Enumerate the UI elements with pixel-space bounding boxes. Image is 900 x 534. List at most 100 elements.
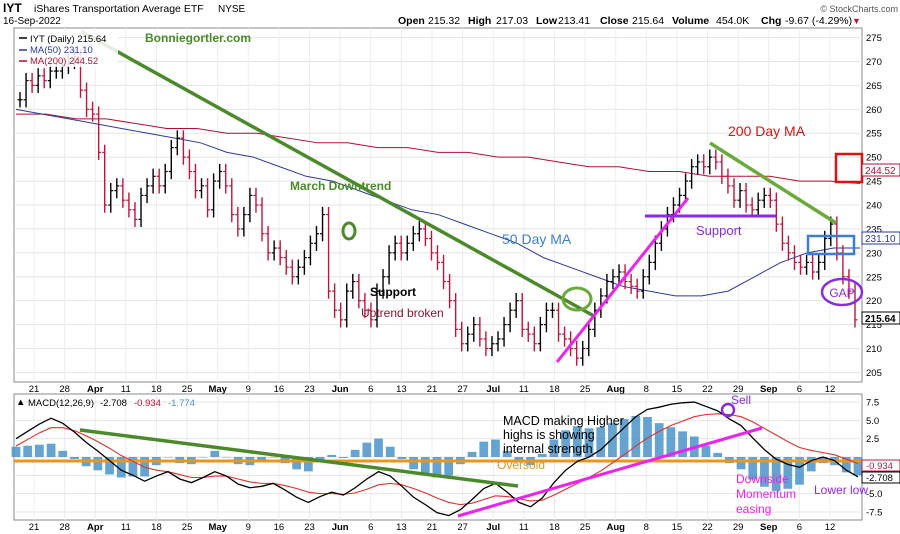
macd-x-tick-label: 22 — [702, 522, 713, 533]
price-bar — [465, 326, 471, 352]
macd-x-tick-label: 25 — [182, 522, 193, 533]
price-x-tick-label: 27 — [457, 384, 468, 395]
price-bar — [749, 197, 755, 218]
price-bar — [695, 154, 701, 175]
price-x-tick-label: Apr — [87, 384, 104, 395]
price-x-tick-label: 13 — [396, 384, 407, 395]
macd-text-line1: MACD making Higher — [503, 414, 624, 428]
price-gridlines — [14, 28, 862, 382]
price-bar — [519, 293, 525, 338]
price-bar — [428, 230, 434, 261]
macd-histogram-bar — [93, 457, 103, 471]
price-bar — [108, 182, 114, 213]
price-x-tick-label: Jul — [486, 384, 500, 395]
price-x-tick-label: 25 — [580, 384, 591, 395]
macd-histogram-bar — [58, 450, 68, 457]
price-bar — [332, 283, 338, 318]
macd-histogram-bar — [760, 457, 769, 487]
macd-histogram-bar — [420, 457, 430, 474]
price-bar — [235, 206, 241, 237]
macd-histogram-bar — [748, 457, 758, 480]
price-bar — [580, 340, 586, 366]
macd-histogram-bar — [432, 457, 442, 478]
macd-tick-label: -5.0 — [866, 489, 882, 500]
price-bar — [410, 226, 416, 251]
price-bar — [562, 326, 568, 347]
macd-histogram-bar — [572, 426, 582, 457]
site-label: Bonniegortler.com — [145, 31, 251, 45]
macd-histogram-bar — [701, 445, 711, 457]
price-bar — [416, 221, 422, 242]
ma200-label: 200 Day MA — [728, 123, 806, 139]
price-bar — [96, 106, 102, 161]
price-bar — [804, 254, 810, 275]
macd-legend-icon: ▲ — [16, 397, 25, 408]
macd-histogram-bar — [654, 423, 664, 457]
price-x-tick-label: 6 — [368, 384, 373, 395]
annotation-drawings — [81, 30, 864, 363]
volume-label: Volume — [672, 15, 709, 27]
price-bar — [156, 168, 162, 194]
price-bar — [495, 331, 501, 352]
price-bar — [271, 240, 277, 261]
macd-histogram-bar — [783, 457, 793, 489]
price-tick-label: 255 — [866, 129, 882, 140]
price-x-axis: 21 28 Apr 11 18 25 May 9 16 23 Jun 6 13 21 27 Jul 11 18 25… — [29, 384, 836, 395]
price-x-tick-label: 11 — [121, 384, 131, 395]
macd-histogram-bar — [257, 457, 266, 462]
macd-tick-label: 5.0 — [866, 416, 879, 427]
ma200-tag: 244.52 — [865, 166, 896, 177]
price-bar — [265, 226, 271, 261]
price-bar — [810, 254, 816, 280]
macd-x-tick-label: 28 — [59, 522, 70, 533]
price-bar — [798, 254, 804, 275]
price-bar — [41, 68, 47, 89]
macd-x-tick-label: 27 — [457, 522, 468, 533]
price-bar — [326, 206, 332, 299]
chg-down-icon: ▼ — [852, 16, 861, 26]
exchange: NYSE — [218, 4, 246, 15]
lower-low-label: Lower low — [814, 483, 868, 497]
price-tick-label: 245 — [866, 177, 882, 188]
price-x-tick-label: May — [208, 384, 227, 395]
macd-histogram-bar — [853, 457, 863, 476]
price-bar — [168, 139, 174, 180]
macd-downtrend-line — [79, 428, 519, 488]
price-tick-label: 235 — [866, 224, 882, 235]
watermark: © StockCharts.com — [820, 4, 898, 14]
gap-label: GAP — [829, 286, 854, 300]
price-bar — [507, 302, 513, 333]
ma-cross-box — [806, 234, 856, 256]
downside-line3: easing — [736, 502, 771, 516]
macd-x-tick-label: 29 — [733, 522, 744, 533]
price-bar — [144, 178, 150, 204]
support-label-2: Support — [696, 223, 742, 238]
macd-histogram-bar — [385, 446, 395, 457]
price-bar — [489, 336, 495, 357]
chart-date: 16-Sep-2022 — [3, 16, 61, 27]
macd-histogram-bar — [350, 449, 360, 457]
price-bar — [586, 321, 592, 357]
price-tick-label: 260 — [866, 105, 882, 116]
price-bar — [374, 283, 380, 328]
price-x-tick-label: 21 — [29, 384, 40, 395]
price-bar — [435, 245, 440, 271]
price-bar — [404, 235, 410, 261]
macd-tag-signal: -0.934 — [866, 461, 893, 472]
breakout-circle — [561, 286, 593, 312]
price-bar — [640, 269, 646, 299]
price-bar — [229, 178, 235, 223]
macd-histogram-bar — [678, 431, 687, 457]
price-x-tick-label: 12 — [825, 384, 836, 395]
macd-x-tick-label: 13 — [396, 522, 407, 533]
price-bar — [47, 63, 53, 89]
close-tag: 215.64 — [865, 314, 896, 325]
price-bar — [84, 82, 90, 117]
price-bar — [90, 101, 96, 122]
price-bar — [422, 221, 428, 247]
price-x-tick-label: 23 — [304, 384, 315, 395]
price-bar — [634, 278, 640, 299]
macd-histogram-bar — [549, 439, 559, 457]
macd-x-tick-label: 15 — [672, 522, 683, 533]
price-x-tick-label: Sep — [760, 384, 778, 395]
